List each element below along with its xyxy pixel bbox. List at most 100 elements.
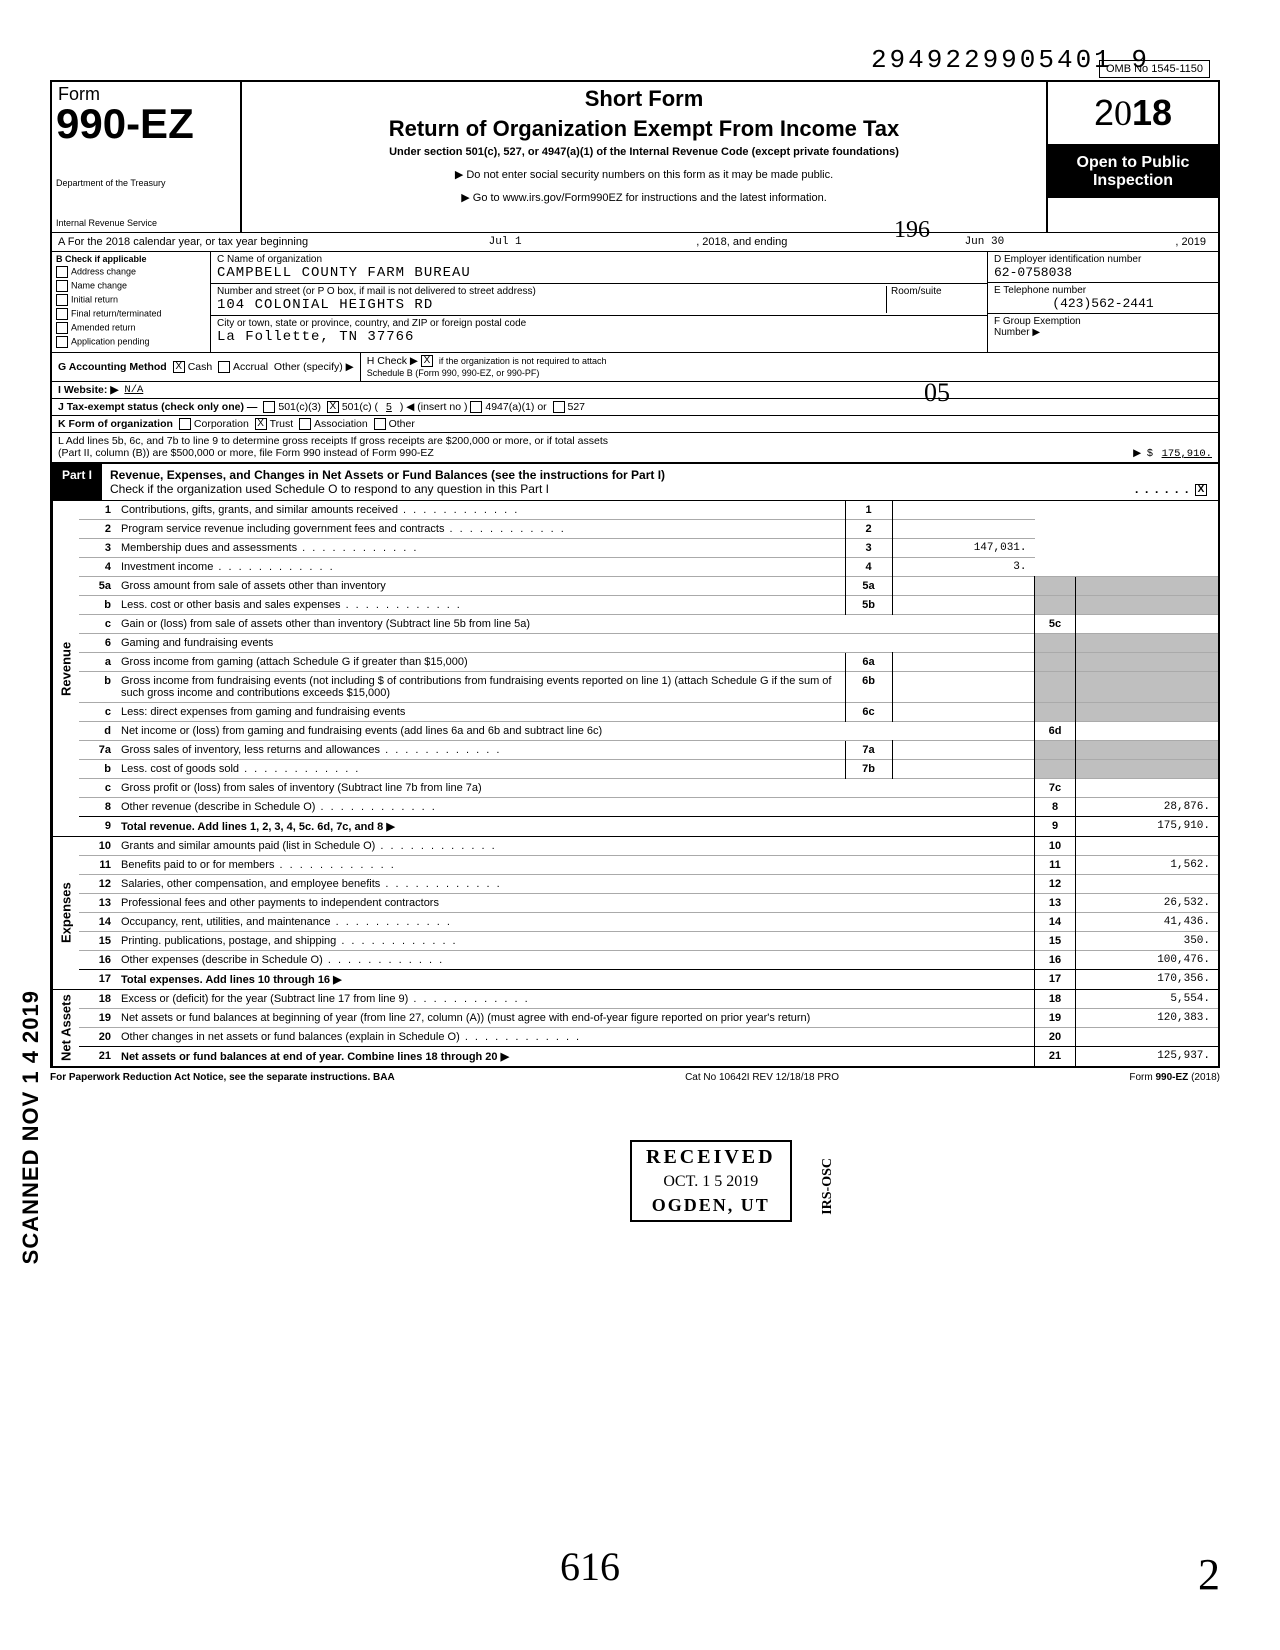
handwritten-bottom-1: 616 bbox=[560, 1543, 620, 1590]
chk-final-return[interactable]: Final return/terminated bbox=[56, 308, 206, 320]
row-l: L Add lines 5b, 6c, and 7b to line 9 to … bbox=[52, 432, 1218, 464]
chk-initial-return[interactable]: Initial return bbox=[56, 294, 206, 306]
footer-left: For Paperwork Reduction Act Notice, see … bbox=[50, 1072, 395, 1083]
line-3: 3Membership dues and assessments3147,031… bbox=[79, 539, 1218, 558]
city-label: City or town, state or province, country… bbox=[217, 318, 981, 329]
l-line1: L Add lines 5b, 6c, and 7b to line 9 to … bbox=[58, 435, 1212, 447]
rowA-begin: Jul 1 bbox=[314, 236, 696, 248]
main-title: Return of Organization Exempt From Incom… bbox=[250, 116, 1038, 142]
g-label: G Accounting Method bbox=[58, 361, 167, 373]
title-cell: Short Form Return of Organization Exempt… bbox=[242, 82, 1048, 232]
chk-cash[interactable]: X bbox=[173, 361, 185, 373]
line-4: 4Investment income43. bbox=[79, 558, 1218, 577]
chk-4947[interactable] bbox=[470, 401, 482, 413]
stamp-date: OCT. 1 5 2019 bbox=[646, 1173, 776, 1191]
footer-right: Form 990-EZ (2018) bbox=[1129, 1072, 1220, 1083]
chk-trust[interactable]: X bbox=[255, 418, 267, 430]
line-5c: cGain or (loss) from sale of assets othe… bbox=[79, 615, 1218, 634]
tax-year: 2018 bbox=[1048, 82, 1218, 146]
chk-501c3[interactable] bbox=[263, 401, 275, 413]
row-i: I Website: ▶ N/A bbox=[52, 381, 1218, 398]
phone: (423)562-2441 bbox=[994, 296, 1212, 311]
line-19: 19Net assets or fund balances at beginni… bbox=[79, 1009, 1218, 1028]
k-label: K Form of organization bbox=[58, 418, 173, 430]
handwritten-05: 05 bbox=[924, 378, 950, 408]
chk-schedule-o-part1[interactable]: X bbox=[1195, 484, 1207, 496]
h-text1: H Check ▶ bbox=[367, 355, 418, 367]
revenue-lines-table: 1Contributions, gifts, grants, and simil… bbox=[79, 501, 1218, 836]
city-state-zip: La Follette, TN 37766 bbox=[217, 329, 981, 345]
line-6a: aGross income from gaming (attach Schedu… bbox=[79, 653, 1218, 672]
handwritten-196: 196 bbox=[894, 217, 930, 244]
stamp-received: RECEIVED bbox=[646, 1146, 776, 1169]
expenses-side-label: Expenses bbox=[52, 837, 79, 989]
gross-receipts: 175,910. bbox=[1162, 448, 1212, 460]
open-public: Open to Public Inspection bbox=[1048, 146, 1218, 198]
row-j: J Tax-exempt status (check only one) — 5… bbox=[52, 398, 1218, 415]
chk-address-change[interactable]: Address change bbox=[56, 266, 206, 278]
rowA-suffix: , 2019 bbox=[1175, 236, 1206, 248]
col-c-name-address: C Name of organization CAMPBELL COUNTY F… bbox=[211, 252, 987, 352]
form-header: Form 990-EZ Department of the Treasury I… bbox=[50, 80, 1220, 232]
netassets-side-label: Net Assets bbox=[52, 990, 79, 1066]
col-de: D Employer identification number 62-0758… bbox=[987, 252, 1218, 352]
revenue-section: Revenue 1Contributions, gifts, grants, a… bbox=[50, 501, 1220, 837]
open-public-l1: Open to Public bbox=[1077, 154, 1190, 171]
b-header: B Check if applicable bbox=[56, 254, 206, 264]
misc-header-rows: G Accounting Method XCash Accrual Other … bbox=[50, 352, 1220, 464]
room-suite-label: Room/suite bbox=[886, 286, 981, 313]
chk-527[interactable] bbox=[553, 401, 565, 413]
line-6b: bGross income from fundraising events (n… bbox=[79, 672, 1218, 703]
line-20: 20Other changes in net assets or fund ba… bbox=[79, 1028, 1218, 1047]
net-assets-section: Net Assets 18Excess or (deficit) for the… bbox=[50, 990, 1220, 1068]
under-section: Under section 501(c), 527, or 4947(a)(1)… bbox=[250, 146, 1038, 158]
part1-header: Part I Revenue, Expenses, and Changes in… bbox=[50, 464, 1220, 501]
form-990ez-page: 2949229905401 9 OMB No 1545-1150 Form 99… bbox=[0, 0, 1280, 1650]
line-2: 2Program service revenue including gover… bbox=[79, 520, 1218, 539]
street-label: Number and street (or P O box, if mail i… bbox=[217, 286, 886, 297]
form-number: 990-EZ bbox=[56, 100, 236, 148]
chk-k-other[interactable] bbox=[374, 418, 386, 430]
line-10: 10Grants and similar amounts paid (list … bbox=[79, 837, 1218, 856]
irs-osc-stamp: IRS-OSC bbox=[820, 1158, 836, 1215]
org-name: CAMPBELL COUNTY FARM BUREAU bbox=[217, 265, 981, 281]
year-cell: 2018 Open to Public Inspection bbox=[1048, 82, 1218, 232]
rowA-end: Jun 30 bbox=[793, 236, 1175, 248]
street-address: 104 COLONIAL HEIGHTS RD bbox=[217, 297, 886, 313]
form-number-cell: Form 990-EZ Department of the Treasury I… bbox=[52, 82, 242, 232]
line-15: 15Printing. publications, postage, and s… bbox=[79, 932, 1218, 951]
chk-501c[interactable]: X bbox=[327, 401, 339, 413]
501c-insert-no: 5 bbox=[378, 401, 400, 413]
f-label2: Number ▶ bbox=[994, 327, 1040, 338]
revenue-side-label: Revenue bbox=[52, 501, 79, 836]
line-8: 8Other revenue (describe in Schedule O)8… bbox=[79, 798, 1218, 817]
omb-number: OMB No 1545-1150 bbox=[1099, 60, 1210, 78]
footer-mid: Cat No 10642I REV 12/18/18 PRO bbox=[685, 1072, 839, 1083]
chk-accrual[interactable] bbox=[218, 361, 230, 373]
g-other: Other (specify) ▶ bbox=[274, 361, 354, 373]
chk-corp[interactable] bbox=[179, 418, 191, 430]
line-14: 14Occupancy, rent, utilities, and mainte… bbox=[79, 913, 1218, 932]
j-label: J Tax-exempt status (check only one) — bbox=[58, 401, 257, 413]
line-13: 13Professional fees and other payments t… bbox=[79, 894, 1218, 913]
short-form-label: Short Form bbox=[250, 86, 1038, 112]
goto-url: ▶ Go to www.irs.gov/Form990EZ for instru… bbox=[250, 191, 1038, 204]
line-1: 1Contributions, gifts, grants, and simil… bbox=[79, 501, 1218, 520]
col-b-checkboxes: B Check if applicable Address change Nam… bbox=[52, 252, 211, 352]
l-line2: (Part II, column (B)) are $500,000 or mo… bbox=[58, 447, 434, 460]
chk-amended[interactable]: Amended return bbox=[56, 322, 206, 334]
part1-check-line: Check if the organization used Schedule … bbox=[110, 482, 549, 496]
chk-schedule-b[interactable]: X bbox=[421, 355, 433, 367]
line-7b: bLess. cost of goods sold7b bbox=[79, 760, 1218, 779]
line-17: 17Total expenses. Add lines 10 through 1… bbox=[79, 970, 1218, 990]
handwritten-bottom-2: 2 bbox=[1198, 1549, 1220, 1600]
tax-year-row: A For the 2018 calendar year, or tax yea… bbox=[50, 232, 1220, 252]
d-label: D Employer identification number bbox=[994, 254, 1212, 265]
chk-name-change[interactable]: Name change bbox=[56, 280, 206, 292]
netassets-lines-table: 18Excess or (deficit) for the year (Subt… bbox=[79, 990, 1218, 1066]
chk-app-pending[interactable]: Application pending bbox=[56, 336, 206, 348]
expenses-lines-table: 10Grants and similar amounts paid (list … bbox=[79, 837, 1218, 989]
chk-assoc[interactable] bbox=[299, 418, 311, 430]
ein: 62-0758038 bbox=[994, 265, 1212, 280]
stamp-city: OGDEN, UT bbox=[646, 1195, 776, 1216]
